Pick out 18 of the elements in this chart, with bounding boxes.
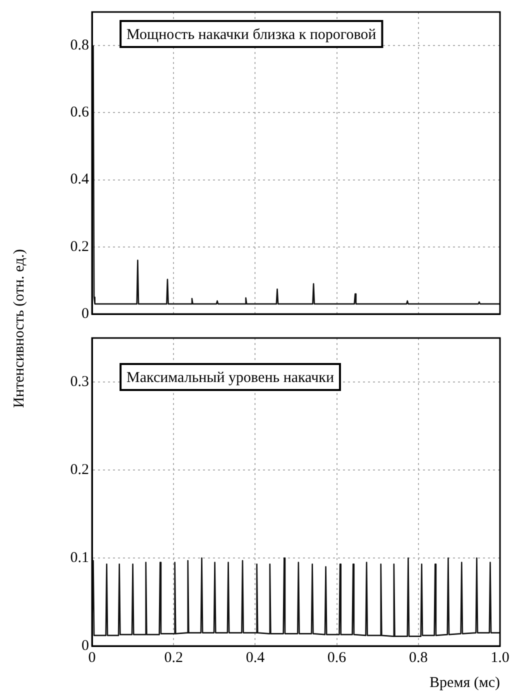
x-tick-label: 0.8 [409,650,428,666]
y-tick-label: 0.1 [70,550,89,566]
y-tick-label: 0 [82,638,89,654]
y-tick-label: 0.2 [70,238,89,255]
x-axis-title: Время (мс) [430,674,500,691]
x-tick-label: 0.4 [246,650,266,666]
x-tick-label: 1.0 [490,650,510,666]
y-tick-label: 0.2 [70,462,89,478]
x-tick-label: 0.2 [164,650,183,666]
y-tick-label: 0.3 [70,374,89,390]
x-tick-label: 0.6 [327,650,347,666]
y-axis-title: Интенсивность (отн. ед.) [12,248,28,410]
y-tick-label: 0 [82,306,89,322]
y-tick-label: 0.6 [70,104,90,121]
y-tick-label: 0.8 [70,37,89,54]
annotation: Максимальный уровень накачки [126,370,334,386]
y-tick-label: 0.4 [70,172,90,188]
annotation: Мощность накачки близка к пороговой [126,26,376,43]
